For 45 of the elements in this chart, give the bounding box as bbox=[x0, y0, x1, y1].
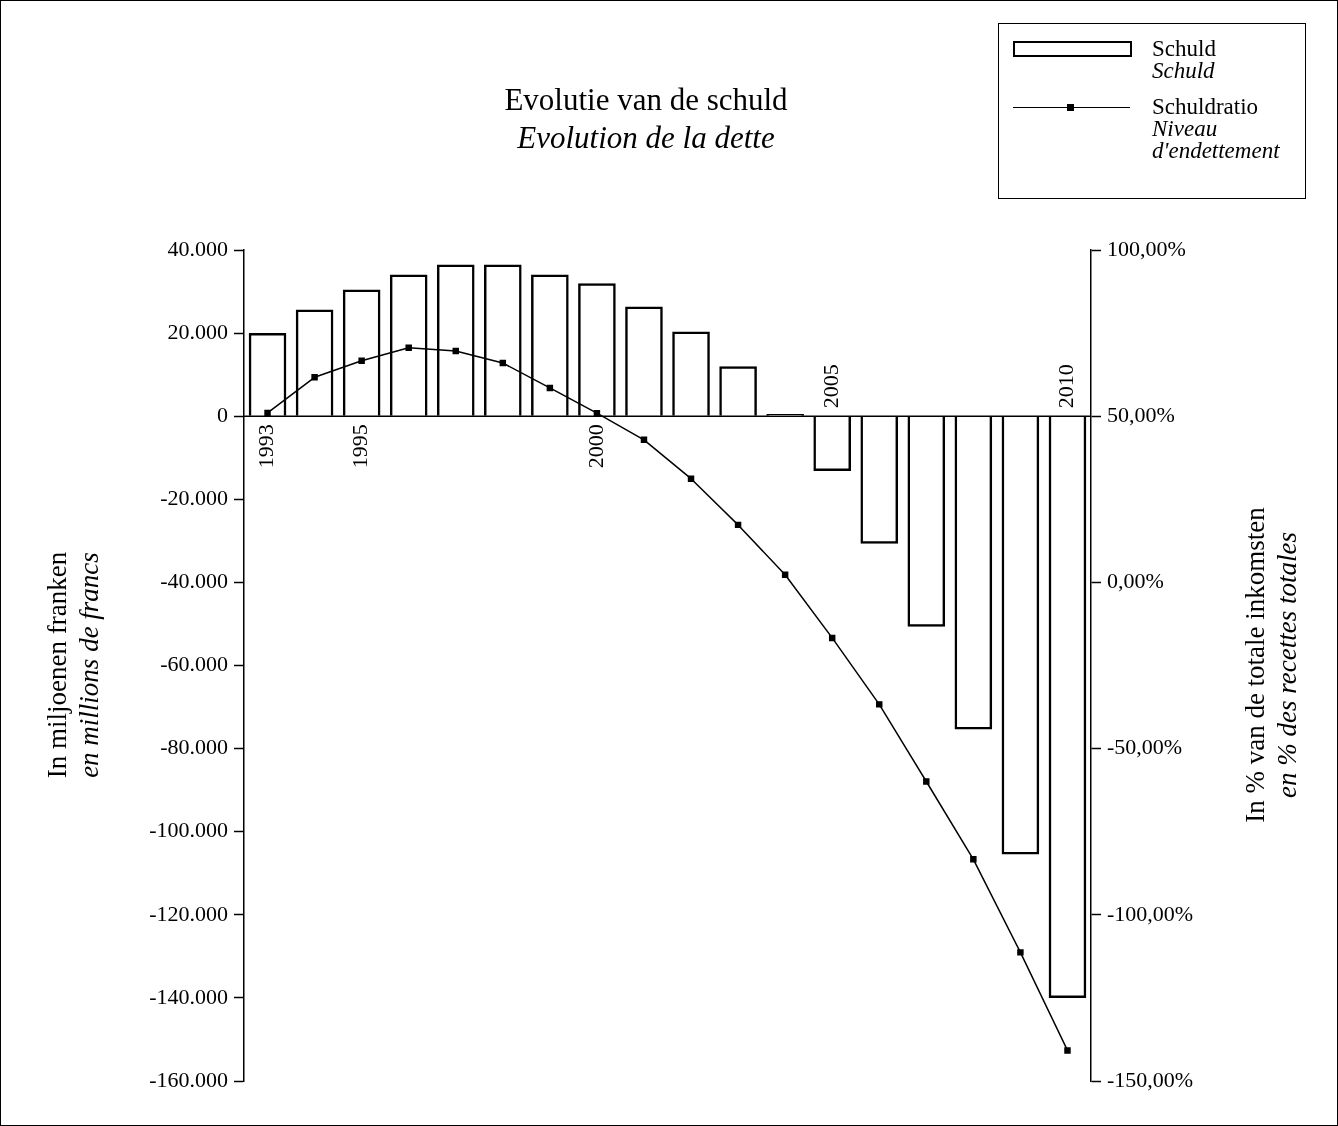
y-tick-label: -80.000 bbox=[160, 734, 228, 760]
point bbox=[781, 571, 789, 578]
point bbox=[687, 475, 695, 482]
point bbox=[452, 347, 459, 355]
x-tick-label: 2000 bbox=[582, 424, 608, 469]
y-tick-label: -20.000 bbox=[160, 485, 228, 511]
y-tick-label: -160.000 bbox=[149, 1066, 228, 1092]
text: Schuld Schuld bbox=[1152, 36, 1217, 83]
point bbox=[311, 374, 318, 381]
chart-subtitle: Evolution de la dette bbox=[516, 119, 776, 157]
x-tick-label: 2010 bbox=[1053, 364, 1079, 409]
y2-tick-label: -100,00% bbox=[1107, 900, 1194, 926]
y-tick-label: 40.000 bbox=[167, 235, 228, 261]
y2-tick-label: -150,00% bbox=[1107, 1066, 1194, 1092]
y2-tick-label: 50,00% bbox=[1107, 401, 1175, 427]
y-tick-label: 20.000 bbox=[167, 318, 228, 344]
point bbox=[1064, 1047, 1071, 1054]
x-tick-label: 1995 bbox=[347, 424, 373, 469]
y2-tick-label: -50,00% bbox=[1107, 734, 1183, 760]
y-tick-label: -40.000 bbox=[160, 568, 228, 594]
point bbox=[640, 436, 648, 444]
point bbox=[358, 357, 365, 364]
point bbox=[1017, 949, 1024, 956]
x-tick-label: 2005 bbox=[817, 364, 843, 409]
point bbox=[923, 778, 930, 785]
y-axis-title: In miljoenen franken en millions de francs bbox=[41, 551, 106, 779]
point bbox=[734, 521, 742, 529]
y2-tick-label: 0,00% bbox=[1107, 568, 1164, 594]
point bbox=[876, 701, 883, 708]
text: Schuldratio Niveau d'endettement bbox=[1152, 94, 1281, 163]
y-tick-label: -60.000 bbox=[160, 651, 228, 677]
point bbox=[970, 856, 977, 863]
y-tick-label: -140.000 bbox=[149, 983, 228, 1009]
y-tick-label: 0 bbox=[217, 401, 228, 427]
y-tick-label: -120.000 bbox=[149, 900, 228, 926]
x-tick-label: 1993 bbox=[253, 424, 279, 469]
y2-tick-label: 100,00% bbox=[1107, 235, 1186, 261]
point bbox=[499, 359, 507, 367]
y2-axis-title: In % van de totale inkomsten en % des recettes totales bbox=[1238, 507, 1303, 823]
point bbox=[264, 409, 271, 417]
point bbox=[546, 384, 554, 392]
chart-title: Evolutie van de schuld bbox=[503, 81, 789, 119]
point bbox=[828, 634, 836, 642]
point bbox=[405, 344, 412, 351]
y-tick-label: -100.000 bbox=[149, 817, 228, 843]
